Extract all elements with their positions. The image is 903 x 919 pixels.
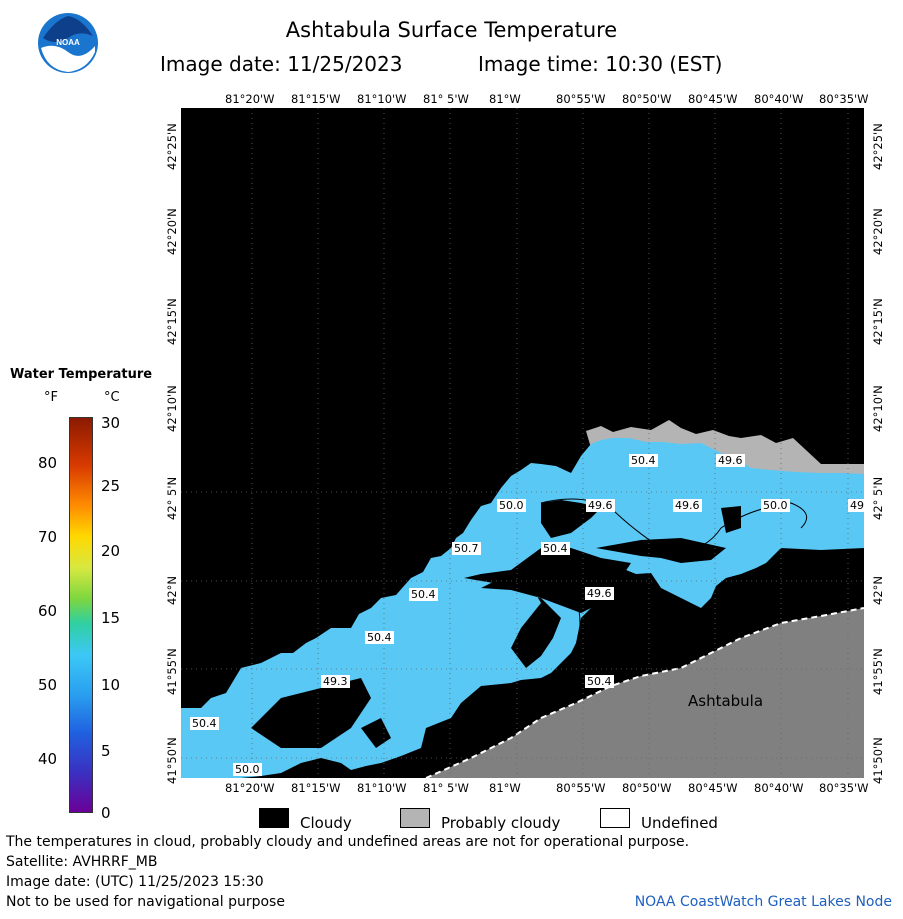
temp-label: 49.6 [585, 587, 614, 600]
lon-label-bottom: 80°50'W [622, 781, 672, 795]
footer-nav-warning: Not to be used for navigational purpose [6, 894, 285, 910]
cloud-patch-2 [481, 578, 561, 668]
temp-label: 49.3 [321, 675, 350, 688]
lon-label-bottom: 80°45'W [688, 781, 738, 795]
lon-label-bottom: 81°15'W [291, 781, 341, 795]
lat-label-right: 42°N [871, 576, 885, 605]
footer-utc-date: Image date: (UTC) 11/25/2023 15:30 [6, 874, 264, 890]
lon-label-top: 80°40'W [754, 92, 804, 106]
lat-label-left: 41°55'N [165, 648, 179, 695]
lon-label-bottom: 81°20'W [225, 781, 275, 795]
lon-label-top: 81°W [489, 92, 521, 106]
legend-c-value: 30 [101, 414, 121, 432]
temp-label: 49.6 [673, 499, 702, 512]
lat-label-left: 42°20'N [165, 208, 179, 255]
lat-label-left: 42°25'N [165, 123, 179, 170]
key-prob-cloudy-swatch [400, 808, 430, 828]
lat-label-right: 41°55'N [871, 648, 885, 695]
lat-label-left: 42° 5'N [165, 476, 179, 520]
lat-label-right: 42°20'N [871, 208, 885, 255]
lat-label-right: 42°25'N [871, 123, 885, 170]
lon-label-bottom: 80°35'W [819, 781, 869, 795]
prob-cloud-area [586, 420, 864, 480]
place-label: Ashtabula [688, 692, 764, 710]
legend-f-value: 70 [38, 528, 58, 546]
key-cloudy-swatch [259, 808, 289, 828]
temp-label: 50.4 [190, 717, 219, 730]
lon-label-top: 81° 5'W [423, 92, 469, 106]
lon-label-top: 80°55'W [556, 92, 606, 106]
graticule [181, 108, 864, 778]
temp-label: 50.4 [409, 588, 438, 601]
noaa-logo: NOAA [37, 12, 99, 74]
temp-label: 50.4 [585, 675, 614, 688]
lat-label-right: 41°50'N [871, 737, 885, 784]
footer-note: The temperatures in cloud, probably clou… [6, 834, 690, 850]
legend-c-value: 0 [101, 804, 111, 822]
legend-title: Water Temperature [10, 367, 153, 382]
logo-text: NOAA [56, 38, 80, 47]
lat-label-left: 42°10'N [165, 385, 179, 432]
lat-label-right: 42°15'N [871, 298, 885, 345]
lon-label-top: 81°10'W [357, 92, 407, 106]
lon-label-top: 81°15'W [291, 92, 341, 106]
page-title: Ashtabula Surface Temperature [285, 18, 618, 42]
cloud-patch-5 [721, 506, 741, 533]
lat-label-left: 42°N [165, 576, 179, 605]
lat-label-right: 42° 5'N [871, 476, 885, 520]
isotherm-line-2 [550, 547, 582, 684]
legend-f-value: 60 [38, 602, 58, 620]
lon-label-top: 81°20'W [225, 92, 275, 106]
cloud-patch-6 [251, 678, 371, 748]
key-prob-cloudy-label: Probably cloudy [441, 814, 561, 832]
key-cloudy-label: Cloudy [300, 814, 352, 832]
legend-c-value: 20 [101, 542, 121, 560]
legend-c-value: 25 [101, 477, 121, 495]
temp-label: 49 [848, 499, 866, 512]
lat-label-left: 42°15'N [165, 298, 179, 345]
legend-f-value: 50 [38, 676, 58, 694]
lon-label-bottom: 80°40'W [754, 781, 804, 795]
lat-label-right: 42°10'N [871, 385, 885, 432]
image-time: Image time: 10:30 (EST) [478, 52, 723, 76]
lon-label-top: 80°35'W [819, 92, 869, 106]
lon-label-top: 80°50'W [622, 92, 672, 106]
cloud-patch-3 [596, 538, 726, 563]
map: Ashtabula 50.4 49.6 50.0 49.6 49.6 50.0 49 50.7… [181, 108, 866, 779]
legend-f-value: 40 [38, 750, 58, 768]
legend-f-value: 80 [38, 454, 58, 472]
shoreline [425, 607, 865, 779]
color-bar [69, 417, 93, 813]
key-undefined-label: Undefined [641, 814, 718, 832]
lon-label-top: 80°45'W [688, 92, 738, 106]
legend-c-value: 15 [101, 609, 121, 627]
temp-label: 50.4 [541, 542, 570, 555]
temp-label: 50.0 [761, 499, 790, 512]
lon-label-bottom: 81°10'W [357, 781, 407, 795]
map-svg [181, 108, 865, 779]
lat-label-left: 41°50'N [165, 737, 179, 784]
key-undefined-swatch [600, 808, 630, 828]
legend-c-value: 5 [101, 742, 111, 760]
temp-label: 50.4 [629, 454, 658, 467]
temp-label: 50.0 [233, 763, 262, 776]
temp-label: 49.6 [586, 499, 615, 512]
temp-label: 49.6 [716, 454, 745, 467]
legend-unit-c: °C [104, 390, 120, 405]
temp-label: 50.0 [497, 499, 526, 512]
legend-c-value: 10 [101, 676, 121, 694]
lon-label-bottom: 81°W [489, 781, 521, 795]
cloud-patch-7 [361, 718, 391, 748]
legend-unit-f: °F [44, 390, 58, 405]
temp-label: 50.4 [365, 631, 394, 644]
credit-link[interactable]: NOAA CoastWatch Great Lakes Node [634, 894, 892, 910]
image-date: Image date: 11/25/2023 [160, 52, 403, 76]
temp-label: 50.7 [452, 542, 481, 555]
land-area [426, 608, 864, 778]
lon-label-bottom: 80°55'W [556, 781, 606, 795]
lon-label-bottom: 81° 5'W [423, 781, 469, 795]
footer-satellite: Satellite: AVHRRF_MB [6, 854, 158, 870]
